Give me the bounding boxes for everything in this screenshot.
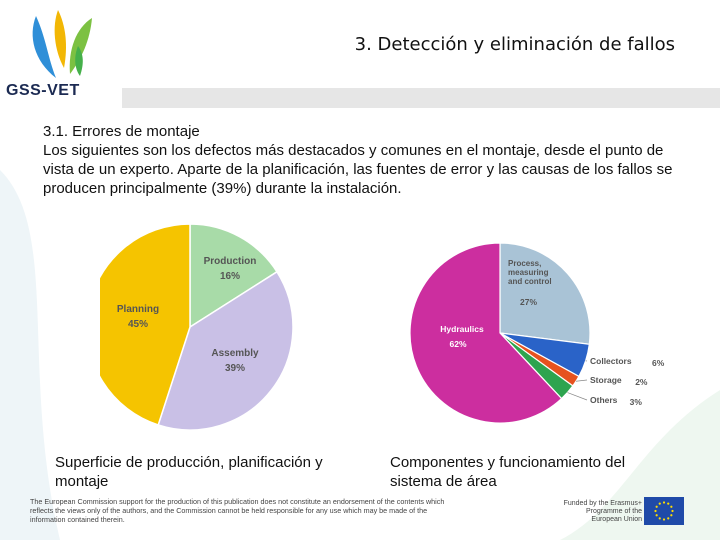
slice-label-hydraulics: Hydraulics [440,324,484,334]
slice-label-others: Others [590,395,618,405]
eu-star-icon [662,501,666,504]
funded-by-text: Funded by the Erasmus+ Programme of the … [563,500,642,523]
slice-value-storage: 2% [635,377,648,387]
pie-chart-assembly-errors: Production 16% Assembly 39% Planning 45% [100,223,294,431]
eu-flag-icon [644,497,684,525]
pie-slice-planning [100,223,191,426]
slice-label-production: Production [204,256,257,267]
slice-label-planning: Planning [117,304,159,315]
eu-star-icon [654,509,657,513]
section-heading: 3.1. Errores de montaje [43,123,200,140]
leader-line-storage [575,379,588,382]
eu-star-icon [655,505,658,508]
eu-star-icon [670,505,673,508]
body-text: 3.1. Errores de montaje Los siguientes s… [43,122,683,198]
slide-title: 3. Detección y eliminación de fallos [354,34,675,55]
pie-slice-assembly [157,270,294,431]
slide-header: GSS-VET 3. Detección y eliminación de fa… [0,0,720,110]
logo-text: GSS-VET [6,82,80,99]
pie-slice-hydraulics [409,242,563,424]
section-paragraph: Los siguientes son los defectos más dest… [43,142,673,197]
eu-star-icon [667,502,670,505]
slice-value-hydraulics: 62% [449,339,466,349]
header-bar [122,88,720,108]
footer-disclaimer: The European Commission support for the … [30,497,445,524]
eu-star-icon [655,514,658,517]
eu-star-icon [670,514,673,517]
slice-label-collectors: Collectors [590,356,632,366]
pie-chart-system-components: Process, measuring and control 27% Hydraulic… [409,242,665,424]
leader-line-others [567,392,588,401]
slice-label-storage: Storage [590,375,622,385]
gss-vet-logo-icon [32,10,92,78]
slice-value-collectors: 6% [652,358,665,368]
eu-star-icon [671,509,674,513]
slice-value-planning: 45% [128,319,148,330]
slice-label-assembly: Assembly [211,348,259,359]
eu-star-icon [658,502,661,505]
caption-left: Superficie de producción, planificación … [55,454,323,490]
caption-right: Componentes y funcionamiento del sistema… [390,454,626,490]
pie-slice-process [499,242,591,345]
eu-star-icon [658,517,661,520]
slice-label-process: Process, measuring and control [508,259,552,286]
slice-value-others: 3% [630,397,643,407]
eu-star-icon [667,517,670,520]
slice-value-process: 27% [520,297,537,307]
pie-slice-production [189,223,279,329]
slice-value-assembly: 39% [225,363,245,374]
slice-value-production: 16% [220,271,240,282]
eu-star-icon [662,518,666,521]
